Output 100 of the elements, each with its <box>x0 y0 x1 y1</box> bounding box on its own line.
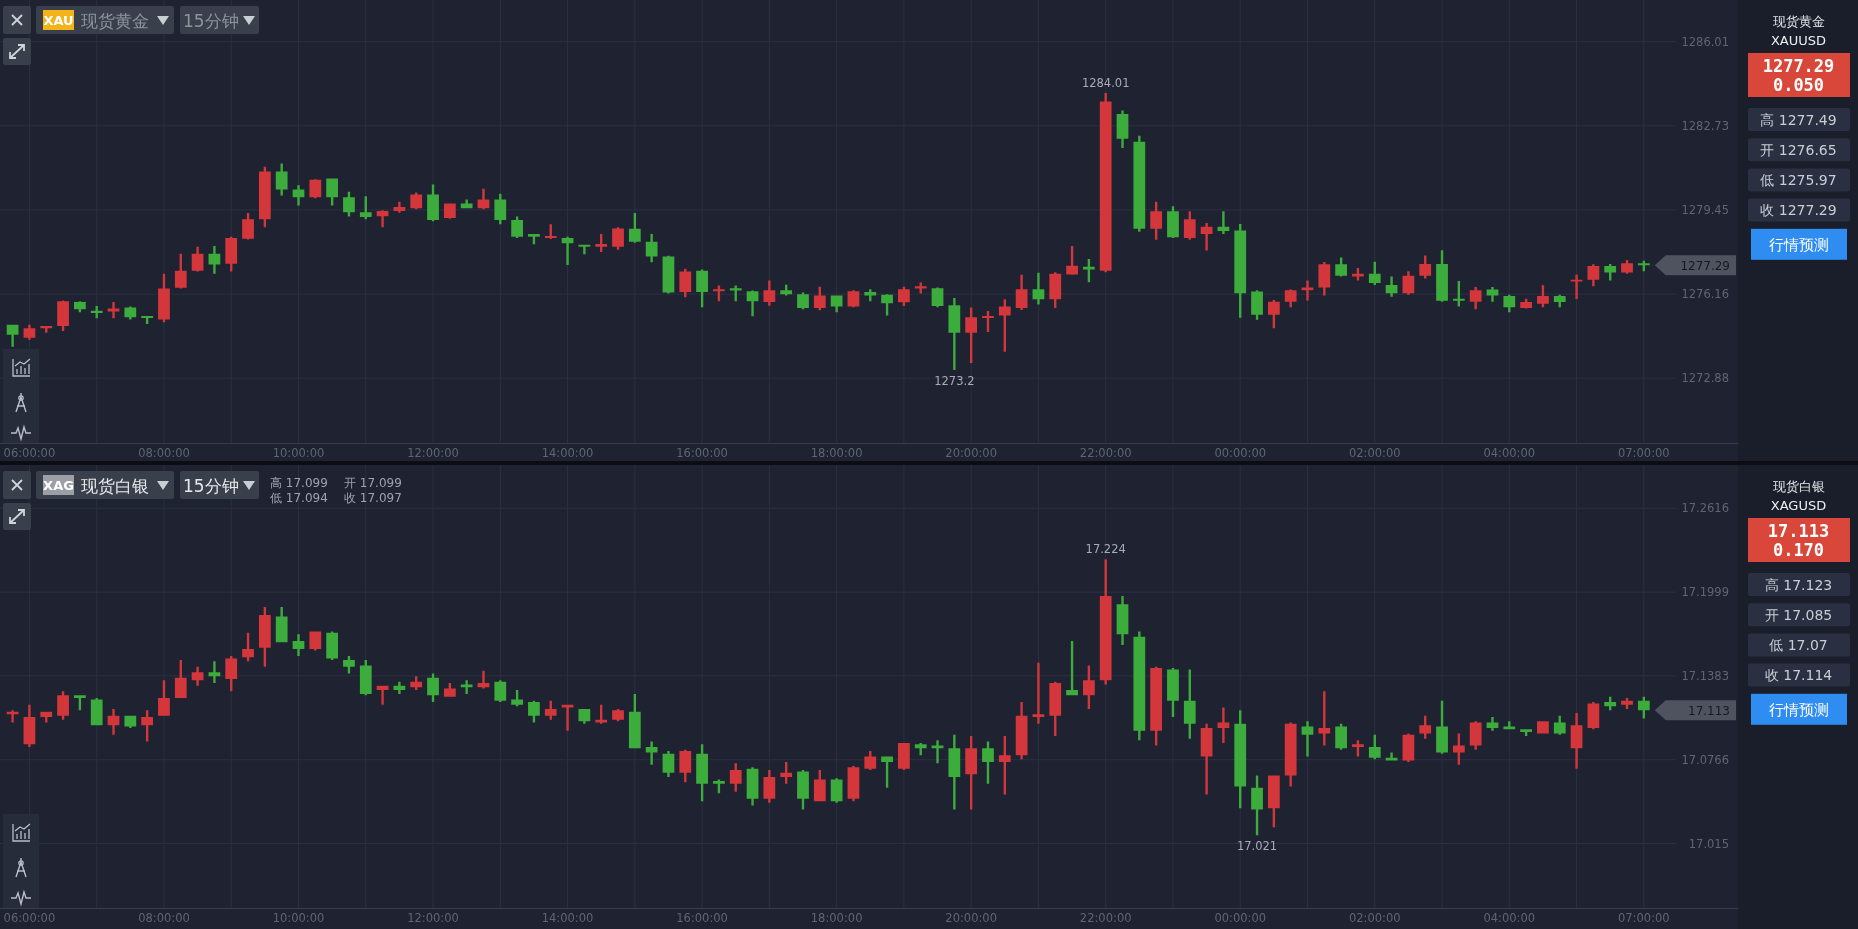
text: 1277.29 <box>1762 56 1835 76</box>
candlestick <box>376 685 389 705</box>
candlestick <box>376 210 389 228</box>
x-tick-label: 12:00:00 <box>407 911 459 925</box>
annotation: XAG <box>43 478 74 493</box>
x-tick-label: 22:00:00 <box>1079 446 1132 460</box>
x-tick-label: 20:00:00 <box>945 911 997 925</box>
annotation: 17.021 <box>1236 839 1278 854</box>
candlestick <box>1200 222 1213 251</box>
x-tick-label: 02:00:00 <box>1348 446 1401 460</box>
text: 低 17.07 <box>1769 636 1828 653</box>
candlestick <box>763 280 776 306</box>
x-tick-label: 08:00:00 <box>138 446 190 460</box>
text: 开 17.085 <box>1764 606 1833 623</box>
x-tick-label: 20:00:00 <box>945 446 997 460</box>
y-tick-label: 1272.88 <box>1681 371 1729 386</box>
x-tick-label: 08:00:00 <box>138 911 190 925</box>
candlestick <box>107 302 120 319</box>
annotation: 开 17.099 <box>344 476 402 490</box>
x-tick-label: 04:00:00 <box>1483 446 1536 460</box>
x-tick-label: 16:00:00 <box>676 446 728 460</box>
x-tick-label: 16:00:00 <box>676 911 728 925</box>
candlestick <box>1520 729 1532 737</box>
y-tick-label: 17.1383 <box>1681 668 1729 683</box>
text: 1277.29 <box>1680 258 1730 273</box>
x-tick-label: 04:00:00 <box>1483 911 1536 925</box>
candlestick <box>1318 691 1331 746</box>
y-tick-label: 1276.16 <box>1681 287 1729 302</box>
annotation: 低 17.094 <box>270 490 328 505</box>
text: 现货白银 <box>81 476 149 496</box>
candlestick <box>477 670 490 689</box>
annotation: 17.224 <box>1085 542 1126 557</box>
x-tick-label: 02:00:00 <box>1348 911 1401 925</box>
text: 现货黄金 <box>1772 14 1825 29</box>
candlestick <box>645 741 658 765</box>
candlestick <box>1217 211 1230 234</box>
candlestick <box>931 740 944 764</box>
y-tick-label: 17.015 <box>1688 836 1729 851</box>
x-tick-label: 00:00:00 <box>1214 446 1267 460</box>
candlestick <box>460 680 473 694</box>
text: 现货白银 <box>1772 479 1825 494</box>
x-tick-label: 10:00:00 <box>272 446 325 460</box>
x-tick-label: 00:00:00 <box>1214 911 1267 925</box>
candlestick <box>1301 721 1314 757</box>
annotation: 1273.2 <box>934 373 975 388</box>
candlestick <box>1301 280 1314 301</box>
x-tick-label: 07:00:00 <box>1618 446 1670 460</box>
text: XAUUSD <box>1770 33 1827 48</box>
text: 行情预测 <box>1768 235 1829 254</box>
candlestick <box>948 297 961 370</box>
x-tick-label: 07:00:00 <box>1618 911 1670 925</box>
x-tick-label: 18:00:00 <box>810 911 863 925</box>
annotation: 15分钟 <box>183 476 239 496</box>
x-tick-label: 06:00:00 <box>3 446 56 460</box>
y-tick-label: 17.1999 <box>1681 585 1729 600</box>
candlestick <box>561 704 574 731</box>
text: 0.050 <box>1772 75 1825 95</box>
x-tick-label: 14:00:00 <box>541 446 594 460</box>
candlestick <box>90 305 103 319</box>
text: 0.170 <box>1772 540 1825 560</box>
candlestick <box>561 236 574 265</box>
text: 收 17.114 <box>1764 667 1833 684</box>
y-tick-label: 1279.45 <box>1681 202 1729 217</box>
text: 低 1275.97 <box>1760 171 1837 188</box>
text: 高 1277.49 <box>1760 111 1837 128</box>
candlestick <box>948 734 961 810</box>
y-tick-label: 1286.01 <box>1681 34 1729 49</box>
annotation: 高 17.099 <box>270 476 328 490</box>
candlestick <box>1032 272 1045 305</box>
candlestick <box>729 285 742 302</box>
text: 17.113 <box>1688 703 1730 718</box>
text: 现货黄金 <box>81 11 149 31</box>
annotation: 1284.01 <box>1081 76 1130 90</box>
candlestick <box>1217 707 1230 743</box>
candlestick <box>1032 662 1045 724</box>
candlestick <box>6 710 19 723</box>
y-tick-label: 17.2616 <box>1681 501 1729 516</box>
candlestick <box>208 661 221 684</box>
candlestick <box>275 163 288 196</box>
annotation: XAU <box>43 13 74 28</box>
x-tick-label: 06:00:00 <box>3 911 56 925</box>
text: XAGUSD <box>1770 498 1827 513</box>
y-tick-label: 1282.73 <box>1681 118 1729 133</box>
annotation: 收 17.097 <box>344 490 402 505</box>
text: 行情预测 <box>1768 700 1829 719</box>
text: 17.113 <box>1767 521 1830 541</box>
x-tick-label: 22:00:00 <box>1079 911 1132 925</box>
text: 收 1277.29 <box>1760 202 1837 219</box>
candlestick <box>578 244 591 255</box>
candlestick <box>1570 274 1583 299</box>
annotation: 15分钟 <box>183 11 239 31</box>
x-tick-label: 12:00:00 <box>407 446 459 460</box>
x-tick-label: 10:00:00 <box>272 911 325 925</box>
y-tick-label: 17.0766 <box>1681 752 1729 767</box>
text: 开 1276.65 <box>1760 141 1837 158</box>
candlestick <box>1469 286 1482 310</box>
x-tick-label: 18:00:00 <box>810 446 863 460</box>
candlestick <box>1385 752 1398 761</box>
text: 高 17.123 <box>1764 576 1833 593</box>
x-tick-label: 14:00:00 <box>541 911 594 925</box>
